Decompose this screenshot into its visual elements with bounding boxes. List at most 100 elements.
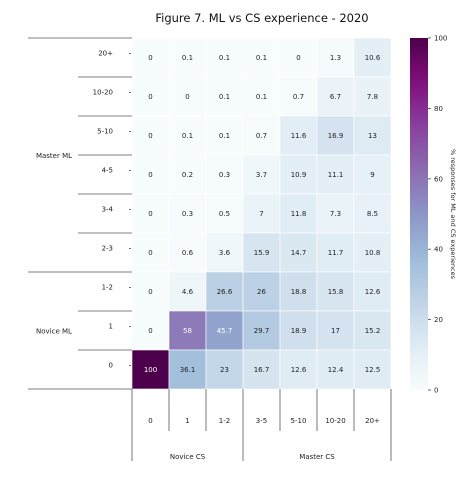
cell-value-label: 0 [148, 249, 152, 257]
cell-value-label: 18.9 [291, 327, 307, 335]
cell-value-label: 12.5 [365, 366, 381, 374]
heatmap-cell [168, 37, 207, 78]
cell-value-label: 0.1 [256, 93, 267, 101]
y-tick-label: 5-10 [97, 128, 113, 136]
heatmap-cell [316, 310, 355, 351]
cell-value-label: 16.9 [328, 132, 344, 140]
x-group-label: Master CS [299, 453, 335, 461]
cell-value-label: 16.7 [254, 366, 270, 374]
heatmap-cells: 0 0.1 0.1 0.1 0 1.3 10.6 0 0 0.1 0.1 0.7 6.7 7.8 0 0.1 0… [131, 37, 392, 390]
heatmap-cell [279, 232, 318, 273]
heatmap-cell [131, 76, 170, 117]
heatmap-cell [242, 154, 281, 195]
heatmap-cell [131, 193, 170, 234]
cell-value-label: 6.7 [330, 93, 341, 101]
y-group-label: Novice ML [36, 328, 72, 336]
cell-value-label: 1.3 [330, 54, 341, 62]
cell-value-label: 0.1 [182, 54, 193, 62]
y-tick-label: 4-5 [102, 167, 113, 175]
cell-value-label: 0.1 [256, 54, 267, 62]
cell-value-label: 18.8 [291, 288, 307, 296]
heatmap-cell [242, 115, 281, 156]
cell-value-label: 0 [148, 327, 152, 335]
cell-value-label: 0.6 [182, 249, 194, 257]
y-tick-label: 10-20 [93, 89, 113, 97]
heatmap-cell [131, 154, 170, 195]
cell-value-label: 13 [368, 132, 377, 140]
heatmap-cell [353, 271, 392, 312]
cell-value-label: 0 [148, 132, 152, 140]
cell-value-label: 11.7 [328, 249, 344, 257]
colorbar-tick-label: 80 [434, 105, 443, 113]
cell-value-label: 0 [148, 93, 152, 101]
heatmap-cell [242, 232, 281, 273]
heatmap-cell [316, 37, 355, 78]
cell-value-label: 11.8 [291, 210, 307, 218]
y-tick-label: 3-4 [102, 206, 114, 214]
x-tick-label: 3-5 [256, 417, 267, 425]
x-tick-label: 1-2 [219, 417, 230, 425]
cell-value-label: 10.8 [365, 249, 381, 257]
x-tick-label: 5-10 [291, 417, 307, 425]
heatmap-cell [279, 310, 318, 351]
colorbar-tick-label: 20 [434, 316, 443, 324]
heatmap-cell [168, 115, 207, 156]
heatmap-cell [353, 76, 392, 117]
cell-value-label: 10.9 [291, 171, 307, 179]
cell-value-label: 3.6 [219, 249, 231, 257]
cell-value-label: 10.6 [365, 54, 381, 62]
y-tick-label: 20+ [98, 50, 113, 58]
heatmap-cell [168, 349, 207, 390]
cell-value-label: 36.1 [180, 366, 196, 374]
y-tick-label: 2-3 [102, 245, 113, 253]
cell-value-label: 0.3 [219, 171, 230, 179]
colorbar-tick-label: 60 [434, 175, 443, 183]
x-axis: 0 1 1-2 3-5 5-10 10-20 20+ Novice CS Master CS [131, 389, 392, 461]
heatmap-cell [205, 115, 244, 156]
chart-title: Figure 7. ML vs CS experience - 2020 [155, 11, 368, 25]
heatmap-cell [279, 271, 318, 312]
x-tick-label: 1 [185, 417, 189, 425]
cell-value-label: 0.7 [256, 132, 267, 140]
heatmap-cell [131, 271, 170, 312]
cell-value-label: 4.6 [182, 288, 194, 296]
heatmap-cell [316, 349, 355, 390]
cell-value-label: 7.3 [330, 210, 341, 218]
cell-value-label: 0 [148, 288, 152, 296]
heatmap-cell [316, 154, 355, 195]
cell-value-label: 0.7 [293, 93, 304, 101]
cell-value-label: 26.6 [217, 288, 233, 296]
colorbar-tick-label: 0 [434, 387, 438, 395]
cell-value-label: 0.2 [182, 171, 193, 179]
cell-value-label: 26 [257, 288, 266, 296]
y-axis: 20+ 10-20 5-10 4-5 3-4 2-3 1-2 1 0 Master ML Novic… [28, 37, 132, 390]
cell-value-label: 17 [331, 327, 340, 335]
cell-value-label: 7 [259, 210, 263, 218]
cell-value-label: 15.9 [254, 249, 270, 257]
heatmap-cell [242, 271, 281, 312]
heatmap-cell [279, 349, 318, 390]
x-tick-label: 20+ [365, 417, 380, 425]
colorbar-label: % responses for ML and CS experiences [449, 149, 457, 280]
heatmap-cell [168, 310, 207, 351]
heatmap-cell [279, 76, 318, 117]
heatmap-cell [353, 154, 392, 195]
cell-value-label: 58 [183, 327, 192, 335]
heatmap-cell [316, 271, 355, 312]
heatmap-cell [353, 232, 392, 273]
x-tick-label: 0 [148, 417, 152, 425]
colorbar-scale [410, 38, 428, 390]
cell-value-label: 0.1 [182, 132, 193, 140]
heatmap-cell [168, 154, 207, 195]
y-tick-label: 1-2 [102, 284, 113, 292]
cell-value-label: 3.7 [256, 171, 267, 179]
cell-value-label: 15.8 [328, 288, 344, 296]
heatmap-cell [353, 115, 392, 156]
x-tick-label: 10-20 [325, 417, 345, 425]
heatmap-cell [131, 349, 170, 390]
heatmap-cell [205, 232, 244, 273]
cell-value-label: 12.6 [365, 288, 381, 296]
cell-value-label: 15.2 [365, 327, 381, 335]
cell-value-label: 12.6 [291, 366, 307, 374]
